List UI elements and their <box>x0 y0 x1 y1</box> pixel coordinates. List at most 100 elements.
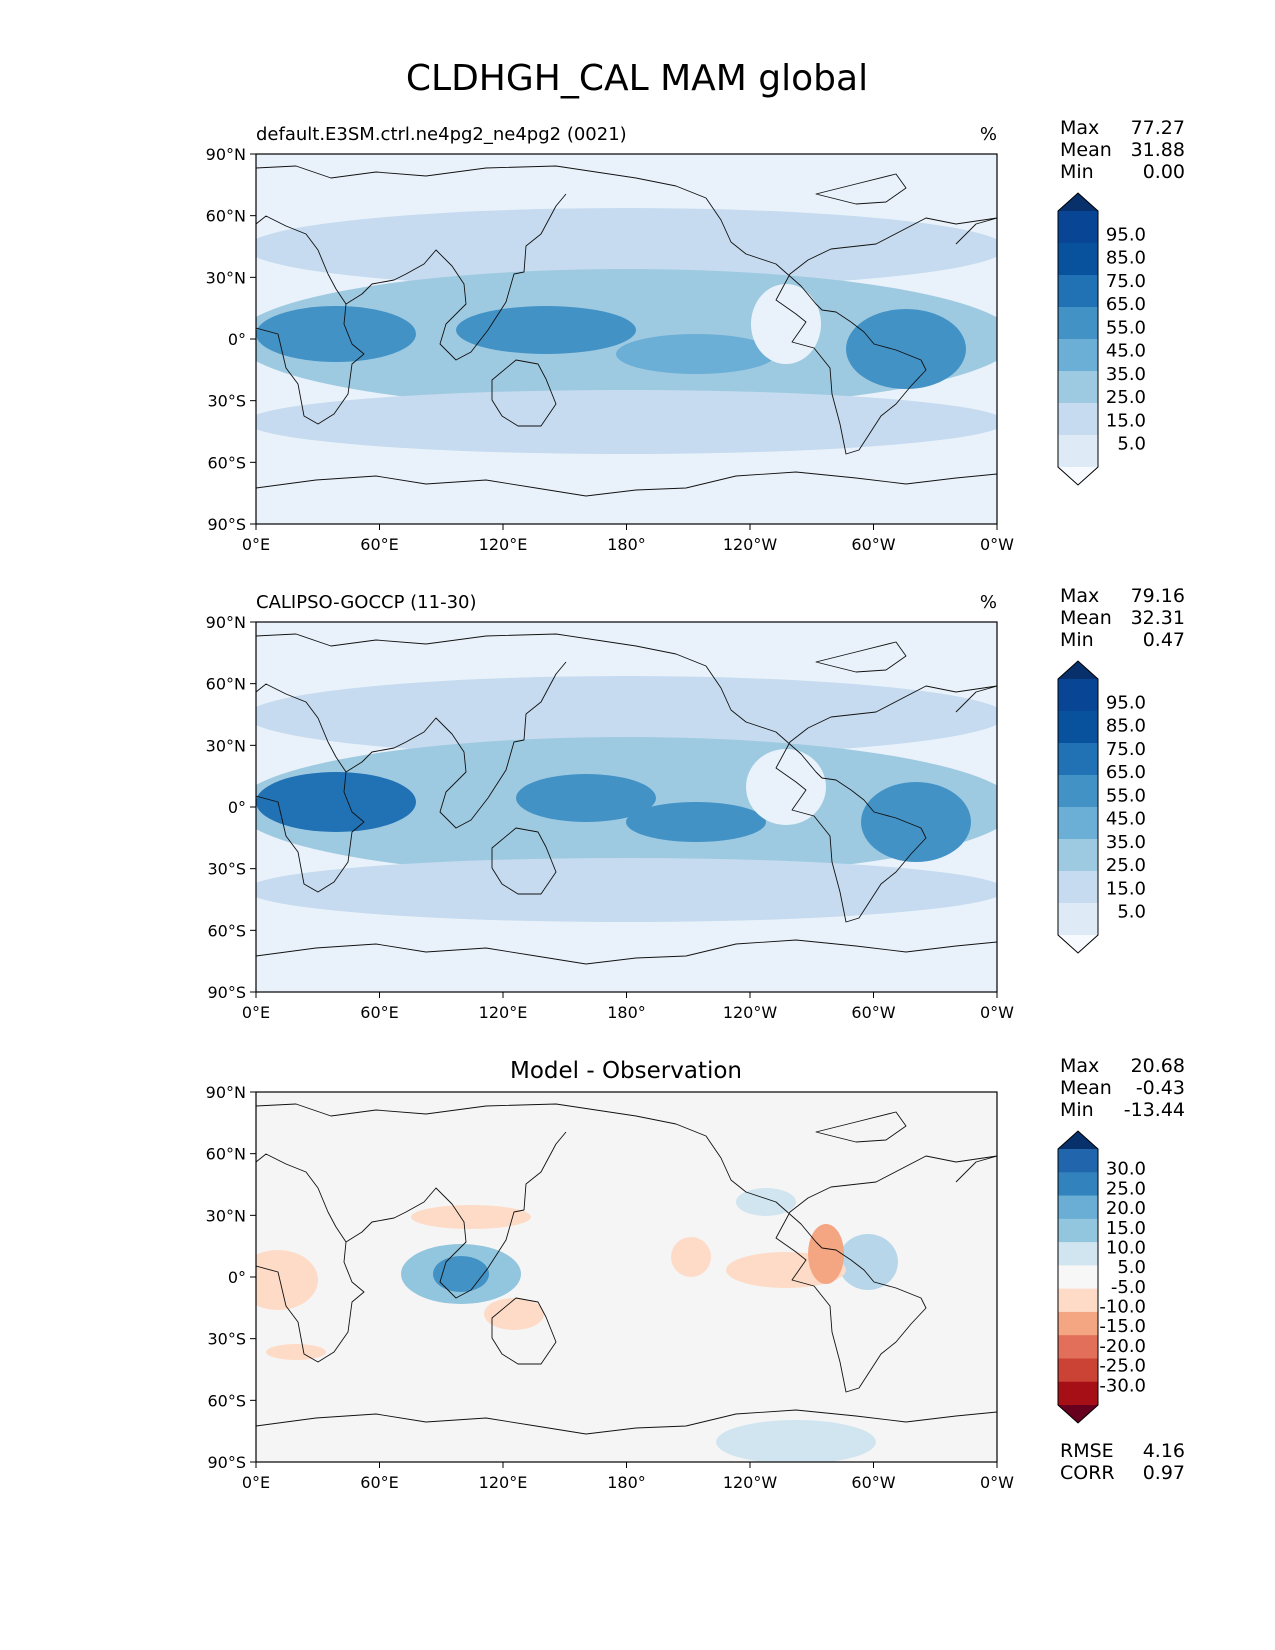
colorbar-segment <box>1058 1172 1098 1197</box>
metric-label: RMSE <box>1060 1440 1114 1462</box>
x-tick-label: 60°W <box>851 1473 895 1492</box>
cloud-core-samerica <box>846 309 966 389</box>
panel-title-left: CALIPSO-GOCCP (11-30) <box>256 592 477 613</box>
colorbar-tick-label: -5.0 <box>1111 1277 1146 1298</box>
colorbar-segment <box>1058 1311 1098 1336</box>
metrics-block: RMSE 4.16 CORR 0.97 <box>1060 1440 1185 1484</box>
colorbar-tick-label: 15.0 <box>1106 410 1146 431</box>
cloud-band-south <box>256 858 997 922</box>
colorbar-tick-label: -10.0 <box>1099 1297 1146 1318</box>
colorbar-tick-label: 5.0 <box>1117 434 1146 455</box>
stats-block: Max 79.16 Mean 32.31 Min 0.47 <box>1060 585 1185 651</box>
stat-label: Mean <box>1060 1077 1112 1099</box>
figure-title: CLDHGH_CAL MAM global <box>406 58 868 99</box>
diff-negative-australia <box>484 1298 544 1330</box>
panel-title-units: % <box>980 592 997 613</box>
x-tick-label: 60°E <box>360 1473 398 1492</box>
stat-value: 0.47 <box>1143 629 1185 651</box>
y-tick-label: 90°S <box>207 1453 246 1472</box>
colorbar-tick-label: 35.0 <box>1106 364 1146 385</box>
stat-value: 77.27 <box>1131 117 1185 139</box>
colorbar-segment <box>1058 839 1098 872</box>
cloud-band-south <box>256 390 997 454</box>
x-tick-label: 120°E <box>479 535 528 554</box>
colorbar-tick-label: 45.0 <box>1106 809 1146 830</box>
stats-block: Max 20.68 Mean -0.43 Min -13.44 <box>1060 1055 1185 1121</box>
colorbar-extend-min <box>1058 935 1098 953</box>
stat-label: Max <box>1060 1055 1099 1077</box>
colorbar-outline <box>1057 660 1099 954</box>
colorbar-outline <box>1057 1130 1099 1424</box>
stat-label: Mean <box>1060 607 1112 629</box>
colorbar-segment <box>1058 403 1098 436</box>
colorbar-segment <box>1058 339 1098 372</box>
y-tick-label: 60°N <box>206 675 246 694</box>
colorbar-extend-max <box>1058 193 1098 211</box>
cloud-core-maritime <box>456 306 636 354</box>
stat-value: 0.00 <box>1143 161 1185 183</box>
cloud-core-pacific <box>626 802 766 842</box>
y-tick-label: 30°N <box>206 268 246 287</box>
colorbar-tick-label: 15.0 <box>1106 1218 1146 1239</box>
x-axis-ticks: 0°E 60°E 120°E 180° 120°W 60°W 0°W <box>242 992 1014 1022</box>
y-tick-label: 90°N <box>206 1083 246 1102</box>
colorbar-tick-label: -20.0 <box>1099 1336 1146 1357</box>
colorbar-tick-label: -15.0 <box>1099 1316 1146 1337</box>
y-tick-label: 90°N <box>206 145 246 164</box>
y-axis-ticks: 90°N 60°N 30°N 0° 30°S 60°S 90°S <box>206 1083 256 1472</box>
stat-label: Mean <box>1060 139 1112 161</box>
clear-region <box>746 749 826 825</box>
x-tick-label: 60°W <box>851 1003 895 1022</box>
colorbar-tick-label: 20.0 <box>1106 1198 1146 1219</box>
y-axis-ticks: 90°N 60°N 30°N 0° 30°S 60°S 90°S <box>206 613 256 1002</box>
colorbar-segment <box>1058 711 1098 744</box>
y-axis-ticks: 90°N 60°N 30°N 0° 30°S 60°S 90°S <box>206 145 256 534</box>
y-tick-label: 60°S <box>207 453 246 472</box>
y-tick-label: 0° <box>228 798 246 817</box>
colorbar-tick-label: 35.0 <box>1106 832 1146 853</box>
stat-value: -13.44 <box>1124 1099 1185 1121</box>
colorbar-segment <box>1058 307 1098 340</box>
colorbar-segment <box>1058 871 1098 904</box>
x-tick-label: 120°W <box>723 535 778 554</box>
x-tick-label: 120°E <box>479 1473 528 1492</box>
colorbar: 95.0 85.075.065.055.0 45.035.025.015.0 5.0 <box>1057 192 1146 486</box>
colorbar-extend-min <box>1058 467 1098 485</box>
colorbar-tick-label: 65.0 <box>1106 762 1146 783</box>
colorbar-tick-label: 25.0 <box>1106 387 1146 408</box>
stat-value: -0.43 <box>1136 1077 1185 1099</box>
colorbar-tick-label: 55.0 <box>1106 317 1146 338</box>
y-tick-label: 30°N <box>206 1206 246 1225</box>
colorbar-tick-label: 75.0 <box>1106 739 1146 760</box>
stat-label: Max <box>1060 585 1099 607</box>
y-tick-label: 60°N <box>206 207 246 226</box>
cloud-core-africa <box>256 306 416 362</box>
colorbar-tick-label: 30.0 <box>1106 1159 1146 1180</box>
y-tick-label: 60°S <box>207 1391 246 1410</box>
cloud-core-pacific <box>616 334 776 374</box>
colorbar-tick-label: 75.0 <box>1106 271 1146 292</box>
x-tick-label: 180° <box>607 535 646 554</box>
cloud-band-north <box>256 676 997 756</box>
stat-label: Max <box>1060 117 1099 139</box>
colorbar-segment <box>1058 1288 1098 1313</box>
colorbar-tick-label: 25.0 <box>1106 855 1146 876</box>
x-tick-label: 180° <box>607 1003 646 1022</box>
colorbar-segment <box>1058 1149 1098 1173</box>
x-axis-ticks: 0°E 60°E 120°E 180° 120°W 60°W 0°W <box>242 1462 1014 1492</box>
y-tick-label: 60°N <box>206 1145 246 1164</box>
colorbar-segment <box>1058 1218 1098 1243</box>
colorbar-segment <box>1058 1265 1098 1290</box>
colorbar-tick-label: 15.0 <box>1106 878 1146 899</box>
colorbar-segment <box>1058 743 1098 776</box>
panel-title-center: Model - Observation <box>510 1058 742 1084</box>
y-tick-label: 0° <box>228 1268 246 1287</box>
cloud-band-north <box>256 208 997 288</box>
colorbar-tick-label: 5.0 <box>1117 1257 1146 1278</box>
x-tick-label: 0°W <box>980 1003 1014 1022</box>
y-tick-label: 90°S <box>207 515 246 534</box>
colorbar-segment <box>1058 243 1098 276</box>
diff-positive-south <box>716 1420 876 1462</box>
metric-value: 4.16 <box>1143 1440 1185 1462</box>
